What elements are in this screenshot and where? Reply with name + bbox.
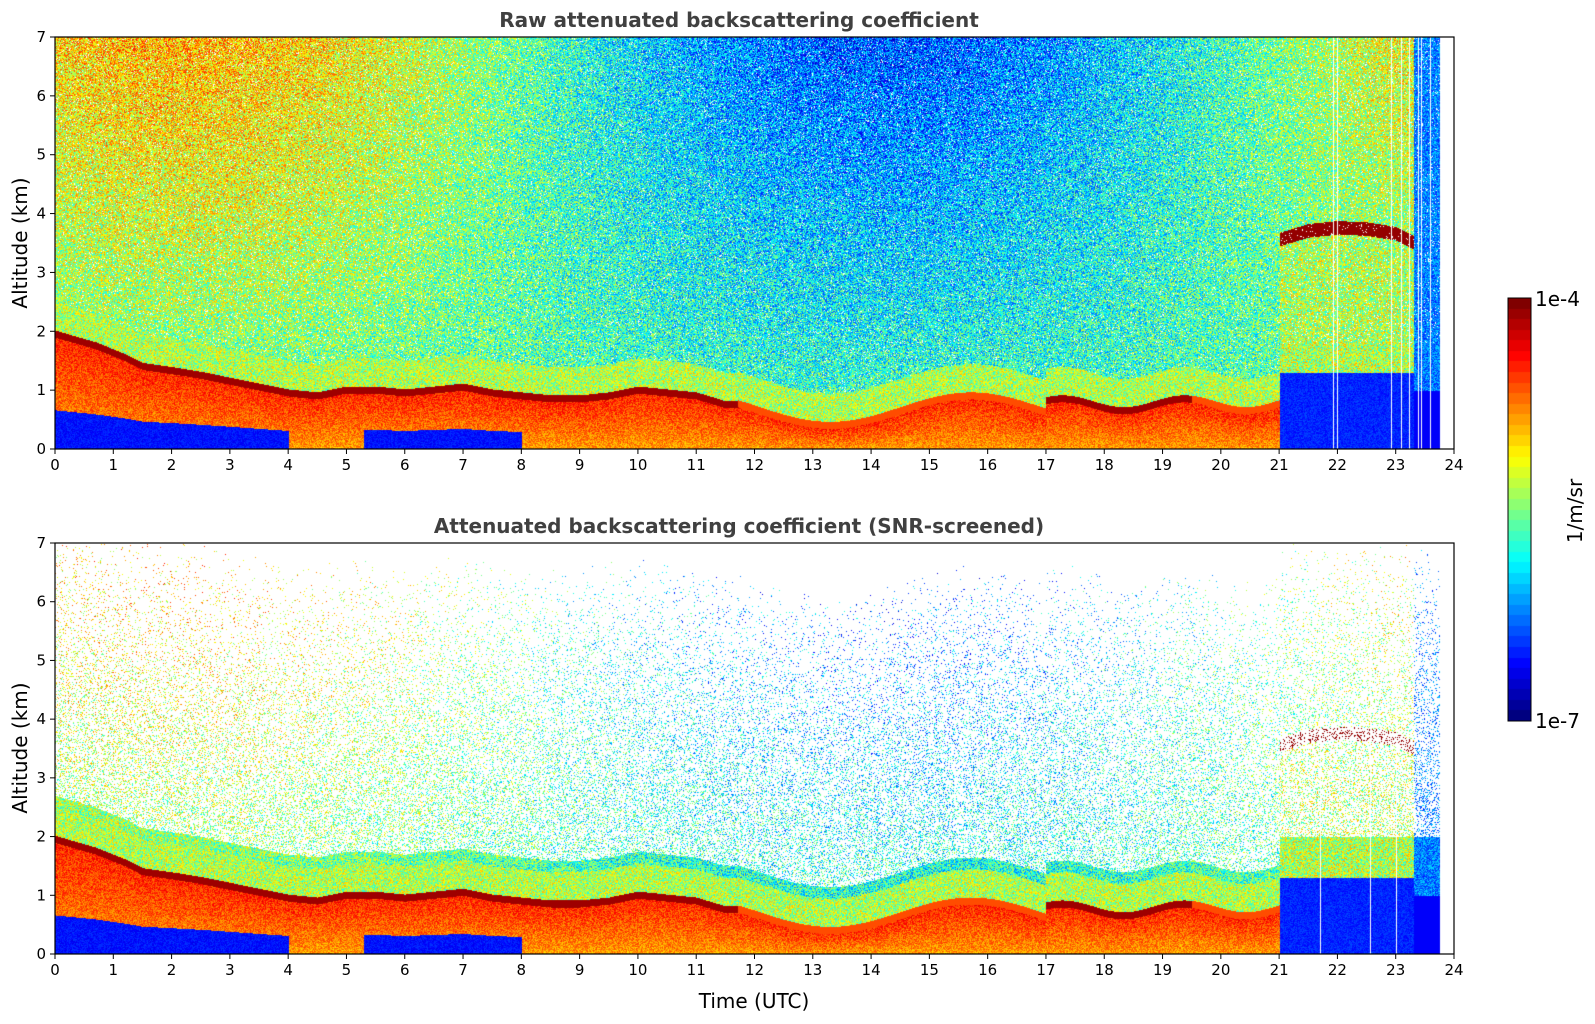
panel-raw-xtick-label: 6: [400, 456, 410, 474]
panel-raw-xtick-label: 12: [745, 456, 764, 474]
panel-raw-xtick-label: 23: [1386, 456, 1405, 474]
panel-screened-xtick-label: 8: [517, 961, 527, 979]
panel-screened-ytick-label: 0: [36, 945, 46, 963]
panel-raw-xtick-label: 7: [458, 456, 468, 474]
panel-raw-xtick-label: 8: [517, 456, 527, 474]
panel-screened-xtick-label: 10: [628, 961, 647, 979]
panel-raw-xtick-label: 10: [628, 456, 647, 474]
panel-raw-ytick-label: 0: [36, 440, 46, 458]
panel-raw-title: Raw attenuated backscattering coefficien…: [499, 8, 979, 32]
panel-screened-heatmap: [55, 543, 1454, 954]
panel-screened-xtick-label: 11: [687, 961, 706, 979]
panel-screened-xtick-label: 22: [1328, 961, 1347, 979]
colorbar: 1e-4 1e-7 1/m/sr: [1507, 287, 1587, 733]
panel-screened-xtick-label: 20: [1211, 961, 1230, 979]
panel-screened-xtick-label: 24: [1444, 961, 1463, 979]
panel-screened-ytick-label: 6: [36, 593, 46, 611]
panel-screened-ytick-label: 4: [36, 710, 46, 728]
panel-screened-xtick-label: 14: [862, 961, 881, 979]
panel-raw-xtick-label: 24: [1444, 456, 1463, 474]
panel-screened-ylabel: Altitude (km): [8, 682, 32, 813]
panel-raw-ytick-label: 3: [36, 263, 46, 281]
panel-raw-xtick-label: 5: [342, 456, 352, 474]
panel-screened-xtick-label: 12: [745, 961, 764, 979]
colorbar-label: 1/m/sr: [1563, 478, 1587, 543]
panel-raw-xtick-label: 18: [1095, 456, 1114, 474]
panel-raw-xtick-label: 20: [1211, 456, 1230, 474]
panel-raw-xtick-label: 0: [50, 456, 60, 474]
panel-raw-ticks: 0 1 2 3 4 5 6 7 8 9 10 11 12 13 14 15 16 17 18 19 20 21 22 23 24…: [36, 28, 1463, 474]
panel-screened-ytick-label: 3: [36, 769, 46, 787]
panel-raw-ytick-label: 1: [36, 381, 46, 399]
panel-screened-title: Attenuated backscattering coefficient (S…: [434, 514, 1044, 538]
colorbar-frame: [1507, 297, 1532, 722]
panel-screened-xtick-label: 0: [50, 961, 60, 979]
panel-raw-xtick-label: 1: [109, 456, 119, 474]
panel-screened-xtick-label: 21: [1270, 961, 1289, 979]
panel-screened-xtick-label: 3: [225, 961, 235, 979]
panel-raw-ytick-label: 5: [36, 146, 46, 164]
panel-screened-ytick-label: 5: [36, 651, 46, 669]
panel-raw-xtick-label: 14: [862, 456, 881, 474]
panel-screened-ytick-label: 2: [36, 828, 46, 846]
panel-screened-xtick-label: 6: [400, 961, 410, 979]
panel-raw-xtick-label: 17: [1036, 456, 1055, 474]
panel-screened-xtick-label: 13: [803, 961, 822, 979]
panel-screened-xtick-label: 9: [575, 961, 585, 979]
panel-screened-xtick-label: 4: [283, 961, 293, 979]
panel-raw-heatmap: [55, 37, 1454, 449]
panel-screened-ytick-label: 1: [36, 886, 46, 904]
panel-screened-xtick-label: 1: [109, 961, 119, 979]
panel-screened-xlabel: Time (UTC): [698, 989, 810, 1013]
colorbar-max-label: 1e-4: [1535, 287, 1580, 311]
panel-raw-xtick-label: 13: [803, 456, 822, 474]
colorbar-min-label: 1e-7: [1535, 709, 1580, 733]
panel-raw-xtick-label: 2: [167, 456, 177, 474]
panel-screened-ticks: 0 1 2 3 4 5 6 7 8 9 10 11 12 13 14 15 16 17 18 19 20 21 22 23 24…: [36, 534, 1463, 979]
panel-raw-xtick-label: 3: [225, 456, 235, 474]
panel-screened-xtick-label: 16: [978, 961, 997, 979]
panel-screened-xtick-label: 18: [1095, 961, 1114, 979]
panel-raw-xtick-label: 22: [1328, 456, 1347, 474]
panel-raw-ytick-label: 7: [36, 28, 46, 46]
panel-raw-xtick-label: 11: [687, 456, 706, 474]
panel-raw-xtick-label: 4: [283, 456, 293, 474]
panel-raw-xtick-label: 15: [920, 456, 939, 474]
panel-screened-xtick-label: 7: [458, 961, 468, 979]
panel-screened-xtick-label: 23: [1386, 961, 1405, 979]
panel-screened: Attenuated backscattering coefficient (S…: [8, 514, 1464, 1013]
panel-screened-xtick-label: 2: [167, 961, 177, 979]
panel-raw-ytick-label: 2: [36, 322, 46, 340]
panel-screened-xtick-label: 19: [1153, 961, 1172, 979]
panel-screened-ytick-label: 7: [36, 534, 46, 552]
panel-raw-xtick-label: 16: [978, 456, 997, 474]
panel-screened-xtick-label: 15: [920, 961, 939, 979]
panel-raw-xtick-label: 21: [1270, 456, 1289, 474]
panel-raw-ylabel: Altitude (km): [8, 177, 32, 308]
colorbar-gradient: [1508, 298, 1531, 721]
panel-raw-xtick-label: 9: [575, 456, 585, 474]
panel-raw-xtick-label: 19: [1153, 456, 1172, 474]
panel-raw-ytick-label: 6: [36, 87, 46, 105]
panel-raw-ytick-label: 4: [36, 205, 46, 223]
panel-screened-xtick-label: 17: [1036, 961, 1055, 979]
panel-raw: Raw attenuated backscattering coefficien…: [8, 8, 1464, 474]
panel-screened-xtick-label: 5: [342, 961, 352, 979]
